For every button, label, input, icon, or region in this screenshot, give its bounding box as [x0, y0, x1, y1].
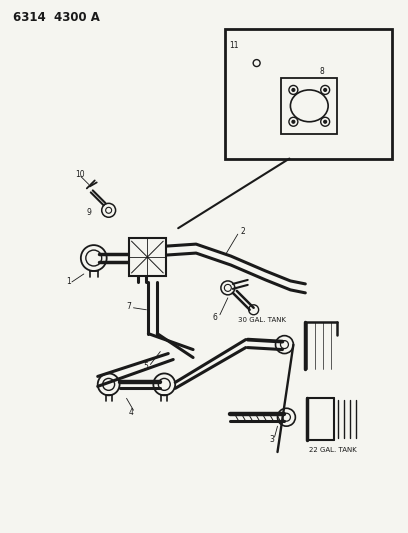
Text: 7: 7 [126, 302, 131, 311]
Ellipse shape [290, 90, 328, 122]
Text: 2: 2 [241, 227, 246, 236]
Circle shape [292, 88, 295, 92]
Text: 5: 5 [144, 362, 148, 371]
Text: 3: 3 [270, 434, 275, 443]
Text: 9: 9 [87, 208, 92, 217]
Circle shape [324, 120, 327, 123]
Text: 8: 8 [319, 67, 324, 76]
Bar [225, 29, 392, 158]
Text: 6314  4300 A: 6314 4300 A [13, 11, 100, 24]
Text: 11: 11 [229, 41, 238, 50]
Text: 1: 1 [66, 277, 71, 286]
Text: 22 GAL. TANK: 22 GAL. TANK [309, 447, 357, 453]
Text: 4: 4 [129, 408, 133, 417]
Circle shape [324, 88, 327, 92]
Text: 30 GAL. TANK: 30 GAL. TANK [238, 317, 286, 322]
Text: 6: 6 [213, 313, 218, 322]
Bar [282, 78, 337, 134]
Text: 10: 10 [75, 170, 84, 179]
Circle shape [292, 120, 295, 123]
Bar [129, 238, 166, 276]
